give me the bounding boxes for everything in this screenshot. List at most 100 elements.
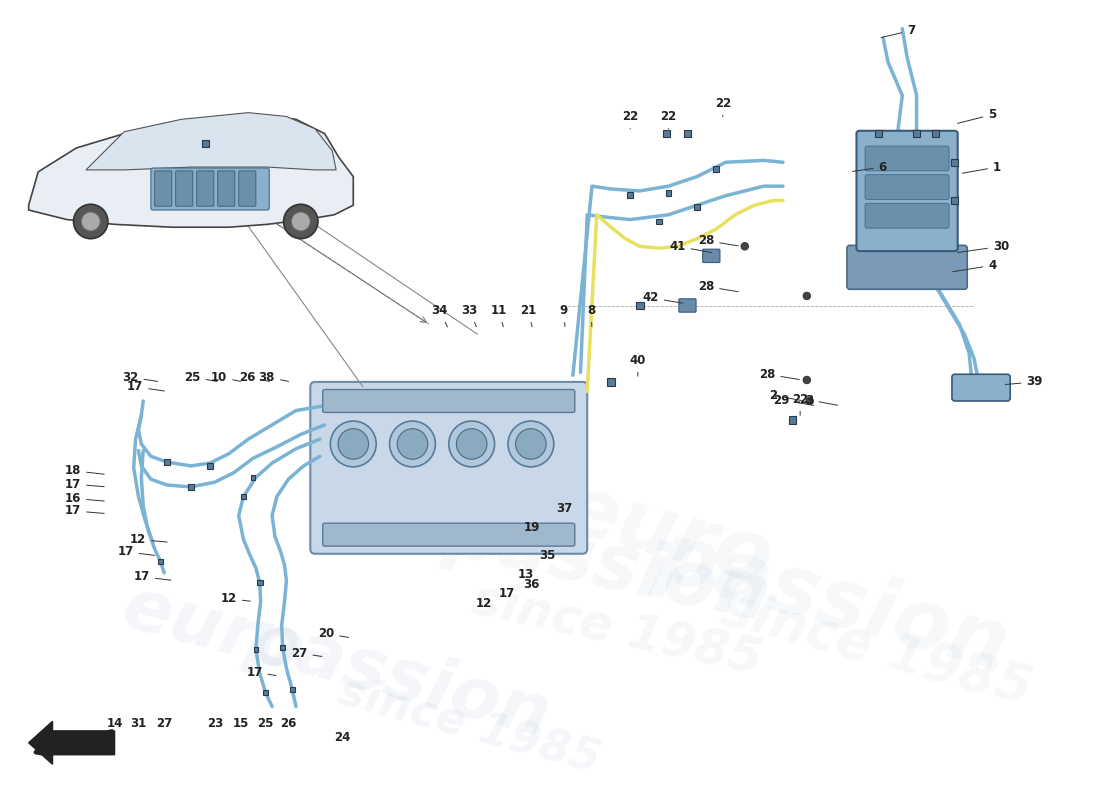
Text: passion: passion [239, 604, 558, 752]
Text: 17: 17 [126, 380, 164, 393]
Bar [666, 190, 671, 196]
Circle shape [397, 429, 428, 459]
Text: 8: 8 [587, 304, 595, 326]
FancyBboxPatch shape [847, 246, 967, 290]
Text: 25: 25 [257, 718, 274, 730]
Bar [289, 687, 295, 692]
Text: 32: 32 [122, 370, 157, 384]
Text: since 1985: since 1985 [716, 582, 1038, 716]
Circle shape [389, 421, 436, 467]
Text: 21: 21 [520, 304, 536, 326]
FancyBboxPatch shape [176, 171, 192, 206]
FancyArrow shape [29, 722, 114, 764]
FancyBboxPatch shape [857, 130, 958, 251]
Bar [256, 579, 263, 586]
Text: 2: 2 [769, 389, 801, 402]
Bar [876, 130, 882, 137]
Bar [789, 416, 796, 424]
Text: euro: euro [382, 462, 590, 574]
Text: 27: 27 [292, 646, 322, 659]
Circle shape [456, 429, 487, 459]
Text: 24: 24 [333, 730, 350, 743]
Circle shape [330, 421, 376, 467]
Circle shape [806, 397, 814, 405]
Text: 13: 13 [517, 568, 534, 582]
Text: 12: 12 [220, 592, 251, 605]
Text: 34: 34 [431, 304, 448, 327]
Text: 22: 22 [792, 393, 808, 415]
Text: 25: 25 [184, 370, 217, 384]
FancyBboxPatch shape [310, 382, 587, 554]
Text: 30: 30 [958, 240, 1010, 253]
Text: 10: 10 [211, 370, 241, 384]
Bar [627, 192, 632, 198]
Circle shape [803, 292, 811, 300]
Bar [164, 459, 170, 465]
Bar [933, 130, 939, 137]
Bar [280, 645, 285, 650]
Text: 26: 26 [280, 718, 297, 730]
Bar [253, 647, 258, 652]
Text: 11: 11 [491, 304, 506, 326]
Text: euro: euro [114, 573, 311, 687]
Text: 15: 15 [232, 718, 249, 730]
Text: 22: 22 [715, 97, 730, 117]
Text: 9: 9 [559, 304, 568, 326]
Text: 35: 35 [539, 549, 556, 562]
Polygon shape [86, 113, 337, 170]
Text: 40: 40 [629, 354, 646, 376]
FancyBboxPatch shape [865, 174, 949, 199]
Bar [188, 484, 194, 490]
Bar [607, 378, 615, 386]
Text: 37: 37 [557, 502, 573, 515]
Text: 19: 19 [524, 522, 540, 534]
FancyBboxPatch shape [322, 390, 575, 413]
Text: 4: 4 [953, 259, 997, 272]
Text: 42: 42 [642, 291, 683, 304]
Text: 41: 41 [669, 240, 712, 253]
FancyBboxPatch shape [679, 299, 696, 312]
Circle shape [803, 376, 811, 384]
Polygon shape [29, 114, 353, 227]
FancyBboxPatch shape [865, 146, 949, 171]
Circle shape [74, 204, 108, 238]
FancyBboxPatch shape [322, 523, 575, 546]
Text: 33: 33 [462, 304, 477, 326]
Text: 27: 27 [156, 718, 173, 730]
Text: 28: 28 [697, 234, 738, 247]
Bar [694, 204, 700, 210]
Text: 39: 39 [1005, 375, 1043, 388]
Text: 17: 17 [134, 570, 170, 583]
Text: 12: 12 [475, 597, 492, 610]
Circle shape [81, 212, 100, 231]
Bar [683, 130, 691, 138]
Text: 6: 6 [852, 161, 887, 174]
Bar [202, 140, 209, 146]
Text: 3: 3 [805, 394, 837, 406]
Text: 7: 7 [881, 24, 915, 38]
Text: 29: 29 [773, 394, 814, 406]
Text: 18: 18 [65, 464, 104, 477]
Bar [157, 558, 163, 564]
Bar [662, 130, 670, 138]
Text: 17: 17 [246, 666, 276, 678]
Text: 20: 20 [318, 627, 349, 641]
Text: 26: 26 [240, 370, 270, 384]
Bar [263, 690, 267, 694]
Text: 16: 16 [65, 492, 104, 505]
Circle shape [741, 242, 749, 250]
Circle shape [292, 212, 310, 231]
Text: 12: 12 [130, 533, 167, 546]
Text: 28: 28 [759, 368, 800, 381]
Text: 17: 17 [65, 504, 104, 518]
Bar [952, 197, 958, 204]
Text: 17: 17 [498, 587, 515, 600]
Bar [636, 302, 644, 310]
Text: 17: 17 [118, 546, 155, 558]
FancyBboxPatch shape [151, 168, 270, 210]
Text: 5: 5 [957, 108, 997, 123]
Text: passion: passion [439, 495, 778, 637]
Text: euro: euro [553, 468, 782, 602]
Text: 17: 17 [65, 478, 104, 490]
Text: 22: 22 [660, 110, 676, 129]
